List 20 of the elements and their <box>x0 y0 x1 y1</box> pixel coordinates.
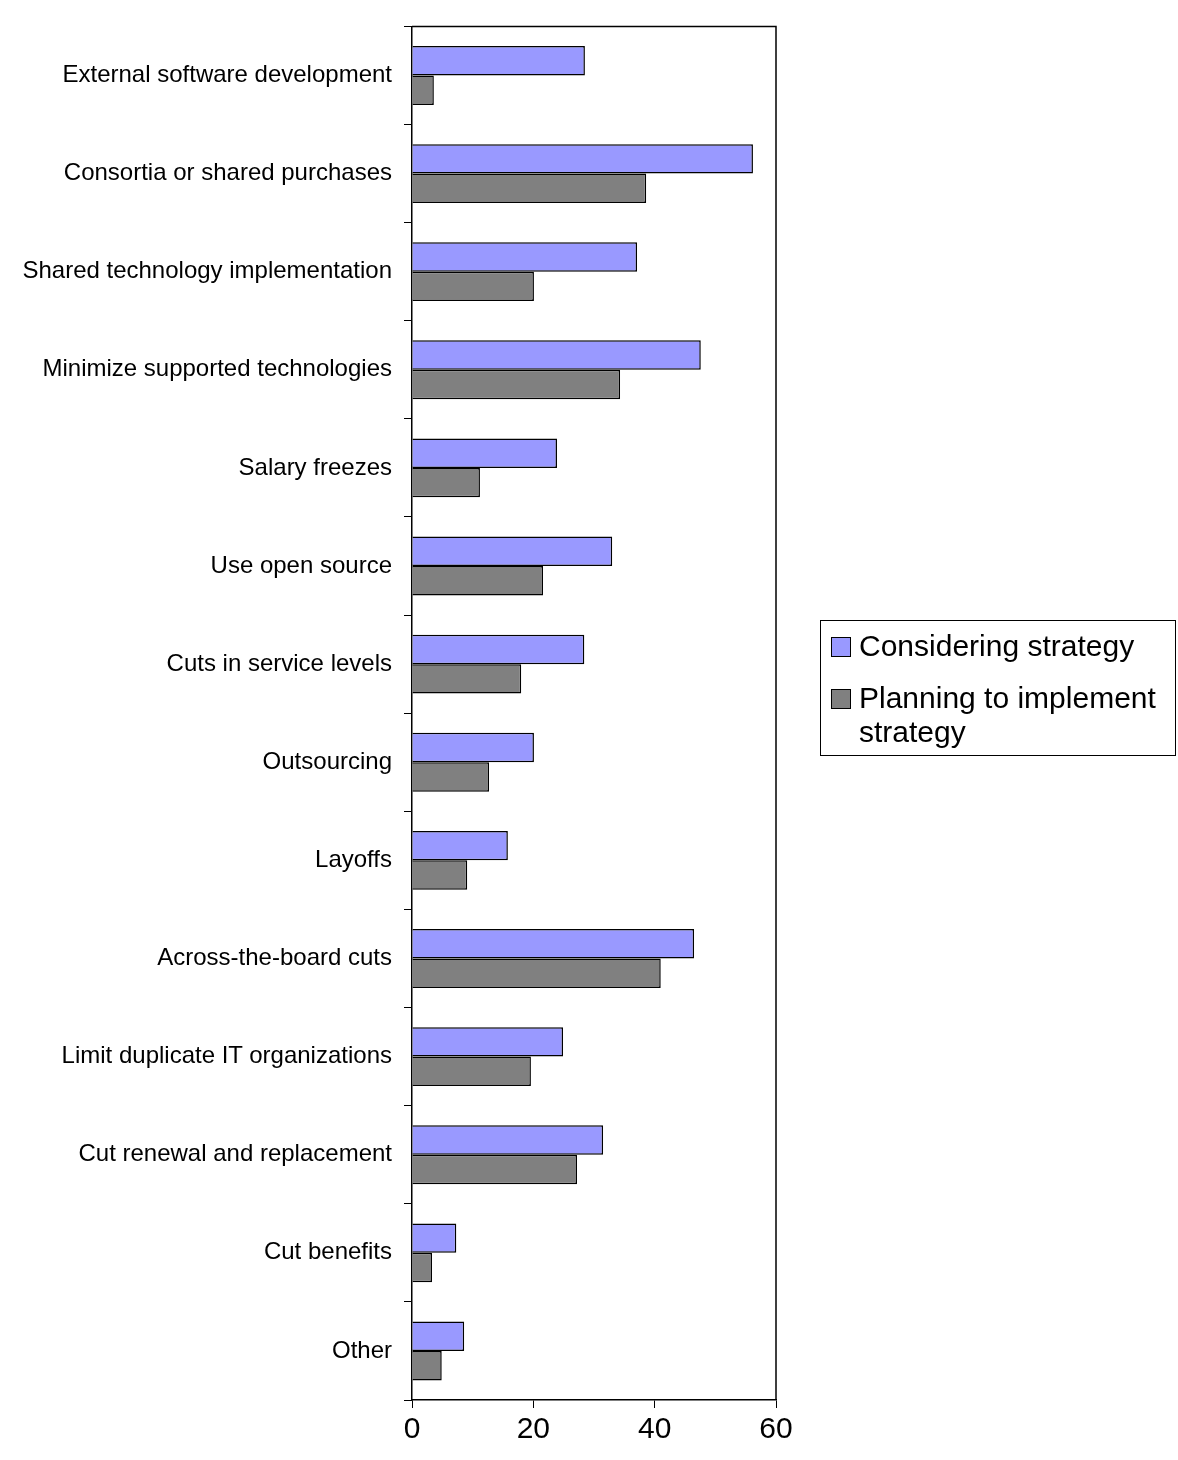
legend-label: Considering strategy <box>859 629 1135 663</box>
y-tick-label: Cut renewal and replacement <box>78 1139 393 1167</box>
y-tick-label: Shared technology implementation <box>22 256 392 284</box>
x-tick-label: 0 <box>403 1411 421 1445</box>
y-tick-label: Across-the-board cuts <box>157 943 392 971</box>
y-tick-label: Cuts in service levels <box>166 648 392 676</box>
y-tick-label: Minimize supported technologies <box>42 354 392 382</box>
y-tick-label: External software development <box>62 60 393 88</box>
y-tick-label: Other <box>331 1335 392 1363</box>
y-tick-label: Outsourcing <box>262 746 392 774</box>
x-tick-label: 60 <box>759 1411 793 1445</box>
x-tick-label: 20 <box>516 1411 551 1445</box>
y-tick-label: Consortia or shared purchases <box>63 158 392 186</box>
y-tick-label: Cut benefits <box>263 1237 392 1265</box>
legend-label: Planning to implement strategy <box>859 681 1157 749</box>
y-tick-label: Layoffs <box>315 845 392 872</box>
y-tick-label: Use open source <box>210 550 392 578</box>
y-tick-label: Limit duplicate IT organizations <box>61 1041 392 1069</box>
x-tick-label: 40 <box>637 1411 672 1445</box>
y-tick-label: Salary freezes <box>238 452 392 480</box>
